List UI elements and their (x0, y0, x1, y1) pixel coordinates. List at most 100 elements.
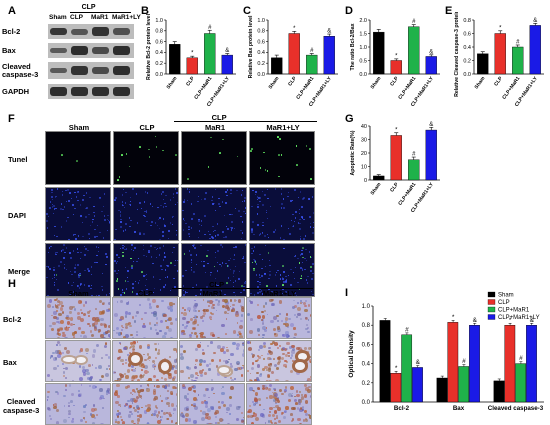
stained-cell (205, 412, 209, 417)
ihc-col-label: MaR1+LY (262, 289, 297, 298)
stained-cell (232, 303, 235, 307)
dapi-nucleus (211, 199, 213, 202)
dapi-nucleus (81, 221, 84, 224)
dapi-nucleus (285, 280, 287, 282)
dapi-nucleus (107, 214, 109, 217)
stained-cell (141, 406, 144, 409)
dapi-nucleus (257, 203, 259, 206)
dapi-nucleus (159, 247, 161, 249)
stained-cell (304, 410, 307, 413)
stained-cell (73, 308, 77, 311)
bar (379, 320, 391, 403)
stained-cell (280, 319, 283, 323)
tunel-positive-cell (305, 145, 308, 147)
stained-cell (193, 319, 197, 322)
stained-cell (134, 409, 137, 413)
stained-cell (70, 400, 74, 404)
dapi-nucleus (279, 274, 282, 276)
dapi-nucleus (117, 269, 120, 272)
stained-cell (214, 421, 217, 424)
stained-cell (266, 313, 269, 316)
y-tick-label: 0.2 (155, 61, 163, 67)
stained-cell (286, 341, 290, 346)
tunel-positive-cell (76, 160, 78, 162)
significance-mark: # (519, 355, 523, 362)
y-tick-label: 0.0 (359, 72, 367, 78)
stained-cell (130, 364, 135, 369)
dapi-nucleus (77, 285, 79, 287)
blot-lane-label: Sham (49, 14, 67, 21)
dapi-nucleus (244, 261, 246, 264)
tunel-row-label: Merge (8, 267, 31, 276)
dapi-nucleus (62, 249, 64, 251)
stained-cell (137, 415, 140, 418)
stained-cell (151, 412, 154, 415)
stained-cell (199, 341, 202, 344)
stained-cell (168, 375, 172, 379)
stained-cell (264, 365, 268, 370)
dapi-nucleus (194, 247, 196, 249)
stained-cell (65, 377, 67, 379)
dapi-nucleus (50, 245, 52, 248)
stained-cell (208, 316, 213, 320)
dapi-nucleus (109, 232, 110, 234)
stained-cell (166, 326, 169, 329)
tunel-positive-cell (250, 149, 253, 152)
stained-cell (194, 363, 197, 366)
dapi-nucleus (70, 257, 72, 259)
dapi-nucleus (76, 248, 79, 250)
stained-cell (127, 363, 132, 367)
stained-cell (206, 308, 210, 313)
stained-cell (170, 420, 174, 423)
dapi-nucleus (241, 200, 244, 203)
dapi-nucleus (122, 291, 124, 294)
stained-cell (199, 362, 203, 366)
stained-cell (286, 348, 289, 351)
blot-strip (48, 43, 134, 58)
stained-cell (276, 399, 281, 404)
tunel-positive-cell (310, 266, 312, 268)
stained-cell (182, 384, 186, 388)
stained-cell (258, 356, 261, 360)
blot-band (92, 67, 109, 74)
dapi-nucleus (226, 194, 228, 197)
dapi-nucleus (235, 246, 237, 248)
stained-cell (229, 299, 233, 302)
stained-cell (286, 313, 289, 316)
dapi-nucleus (214, 235, 217, 237)
dapi-nucleus (200, 289, 202, 291)
stained-cell (46, 399, 49, 401)
dapi-nucleus (80, 215, 82, 217)
dapi-nucleus (195, 295, 197, 296)
dapi-nucleus (93, 215, 96, 217)
stained-cell (263, 341, 267, 346)
dapi-nucleus (51, 206, 54, 208)
stained-cell (240, 305, 243, 308)
stained-cell (84, 403, 88, 406)
dapi-nucleus (72, 234, 75, 236)
stained-cell (236, 406, 240, 410)
dapi-nucleus (312, 293, 314, 296)
dapi-nucleus (231, 227, 233, 229)
y-tick-label: 0.8 (257, 29, 265, 35)
dapi-nucleus (174, 264, 176, 267)
dapi-nucleus (301, 261, 304, 264)
dapi-nucleus (280, 225, 283, 227)
stained-cell (93, 327, 97, 331)
tunel-positive-cell (116, 279, 118, 282)
dapi-nucleus (162, 198, 165, 201)
stained-cell (249, 341, 252, 343)
dapi-nucleus (159, 238, 161, 240)
stained-cell (96, 414, 98, 416)
dapi-nucleus (97, 246, 100, 249)
stained-cell (134, 315, 137, 318)
stained-cell (142, 337, 147, 338)
stained-cell (293, 327, 296, 330)
stained-cell (89, 310, 92, 313)
stained-cell (254, 378, 257, 381)
stained-cell (284, 320, 287, 323)
stained-cell (149, 327, 153, 330)
significance-mark: # (405, 326, 409, 333)
blot-band (92, 47, 109, 54)
